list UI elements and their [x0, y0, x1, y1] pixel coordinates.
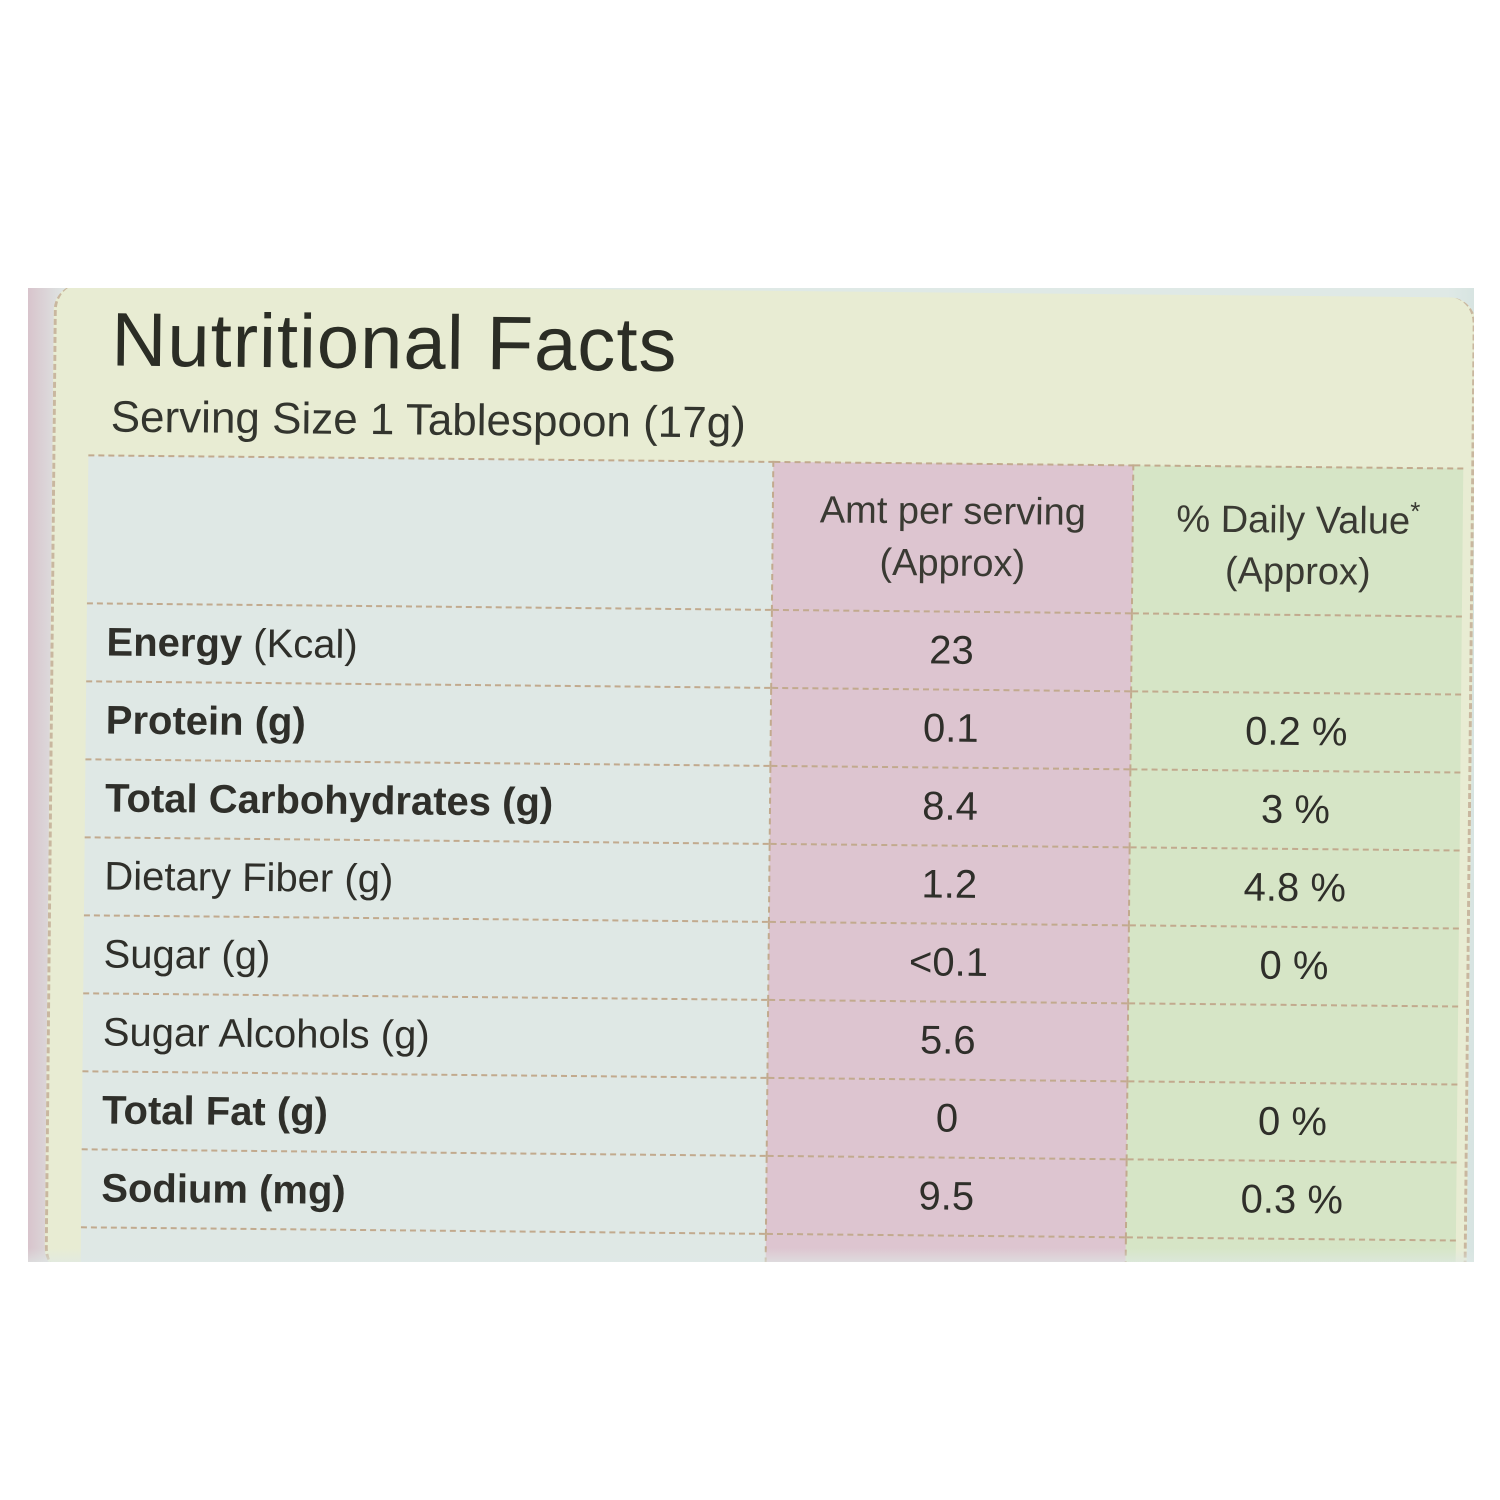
table-row: Sugar Alcohols (g) 5.6: [82, 993, 1459, 1085]
nutrient-unit: (Kcal): [253, 621, 358, 667]
nutrient-unit: (g): [501, 779, 554, 825]
daily-value: 0 %: [1128, 925, 1459, 1007]
nutrient-unit: (g): [254, 699, 307, 744]
label-title: Nutritional Facts: [111, 297, 678, 388]
amount-value: 9.5: [765, 1155, 1127, 1238]
nutrient-cell: Total Carbohydrates (g): [84, 759, 771, 844]
nutrient-name: Protein: [105, 698, 244, 744]
table-row: Dietary Fiber (g) 1.2 4.8 %: [83, 837, 1460, 929]
daily-value: 0.3 %: [1125, 1159, 1457, 1241]
nutrient-cell: Protein (g): [85, 681, 772, 766]
nutrition-label: Nutritional Facts Serving Size 1 Tablesp…: [44, 288, 1474, 1262]
nutrient-name: Sodium: [101, 1165, 249, 1212]
amount-value: 0: [766, 1077, 1128, 1160]
nutrient-cell: Total Fat (g): [81, 1071, 768, 1156]
amount-value: 5.6: [767, 999, 1129, 1082]
amount-value: 23: [771, 609, 1132, 692]
amount-value: <0.1: [768, 921, 1129, 1004]
nutrient-name: Dietary Fiber: [104, 854, 334, 901]
daily-value: 0.2 %: [1130, 691, 1462, 773]
header-nutrient-cell: [86, 455, 774, 610]
table-row: Sodium (mg) 9.5 0.3 %: [80, 1149, 1457, 1241]
amount-value: 1.2: [768, 843, 1130, 926]
header-daily-value-asterisk: *: [1410, 495, 1421, 526]
photo-edge: [28, 1248, 1474, 1262]
nutrient-name: Total Carbohydrates: [104, 776, 492, 824]
nutrient-unit: (mg): [258, 1167, 346, 1213]
nutrient-name: Sugar Alcohols: [102, 1010, 370, 1057]
daily-value: 3 %: [1129, 769, 1461, 851]
header-daily-value-line1: % Daily Value: [1176, 498, 1411, 543]
header-row: Amt per serving (Approx) % Daily Value* …: [86, 455, 1464, 617]
amount-value: 8.4: [769, 765, 1131, 848]
nutrient-cell: Energy (Kcal): [86, 603, 772, 688]
nutrient-unit: (g): [276, 1089, 329, 1135]
table-row: Energy (Kcal) 23: [86, 603, 1462, 695]
table-row: Sugar (g) <0.1 0 %: [83, 915, 1459, 1007]
nutrient-cell: Sugar Alcohols (g): [82, 993, 769, 1078]
header-amount-line2: (Approx): [879, 541, 1026, 586]
header-amount-cell: Amt per serving (Approx): [771, 461, 1134, 614]
table-row: Total Fat (g) 0 0 %: [81, 1071, 1458, 1163]
serving-size: Serving Size 1 Tablespoon (17g): [110, 392, 747, 448]
nutrient-unit: (g): [344, 856, 394, 901]
nutrient-name: Total Fat: [101, 1088, 266, 1134]
nutrient-unit: (g): [221, 933, 271, 978]
product-photo: Nutritional Facts Serving Size 1 Tablesp…: [28, 288, 1474, 1262]
nutrient-name: Energy: [106, 620, 243, 666]
table-row: Protein (g) 0.1 0.2 %: [85, 681, 1462, 773]
nutrient-cell: Dietary Fiber (g): [83, 837, 770, 922]
daily-value: [1131, 613, 1462, 695]
nutrient-cell: Sugar (g): [83, 915, 769, 1000]
table-row: Total Carbohydrates (g) 8.4 3 %: [84, 759, 1461, 851]
nutrient-name: Sugar: [103, 932, 211, 978]
nutrition-table: Amt per serving (Approx) % Daily Value* …: [80, 454, 1464, 1262]
daily-value: 4.8 %: [1128, 847, 1460, 929]
nutrient-unit: (g): [380, 1012, 430, 1058]
header-daily-value-line2: (Approx): [1224, 550, 1371, 594]
amount-value: 0.1: [770, 687, 1132, 770]
daily-value: [1127, 1003, 1459, 1085]
header-daily-value-cell: % Daily Value* (Approx): [1131, 465, 1464, 617]
nutrient-cell: Sodium (mg): [80, 1149, 767, 1234]
daily-value: 0 %: [1126, 1081, 1458, 1163]
header-amount-line1: Amt per serving: [819, 489, 1087, 534]
